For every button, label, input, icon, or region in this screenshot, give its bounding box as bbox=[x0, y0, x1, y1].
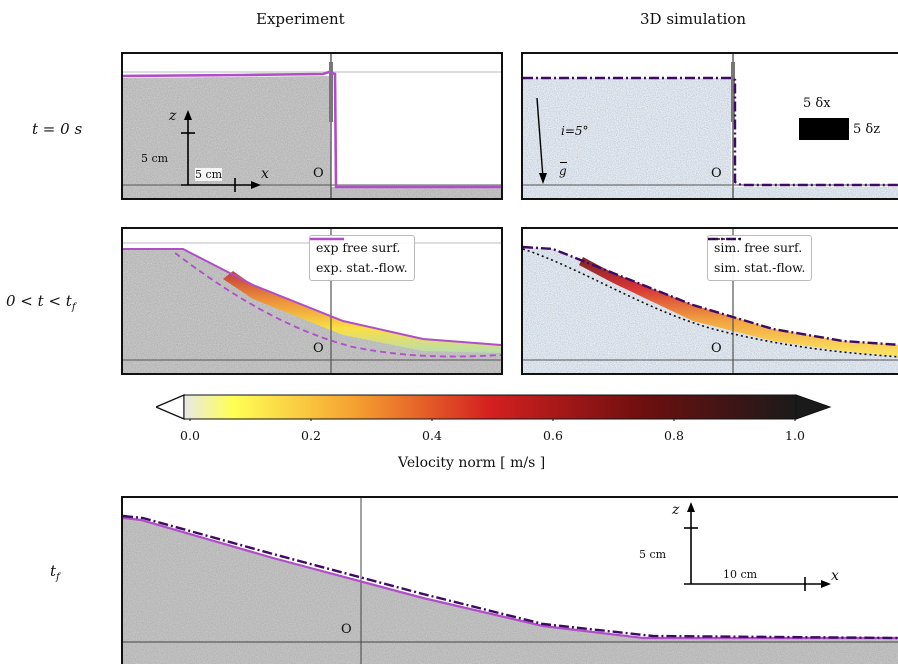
row-label-tf-text: t bbox=[50, 562, 57, 580]
z-arrowhead-icon bbox=[184, 110, 192, 120]
axis-x-label: x bbox=[831, 568, 839, 584]
colorbar-gradient bbox=[183, 394, 797, 420]
column-title-simulation: 3D simulation bbox=[640, 10, 746, 28]
sim-free-surface bbox=[123, 514, 898, 640]
cell-dx-label: 5 δx bbox=[803, 96, 831, 111]
panel-t0-experiment: z 5 cm 5 cm x O bbox=[121, 52, 503, 200]
legend-label: exp. stat.-flow. bbox=[316, 260, 408, 275]
gravity-arrowhead-icon bbox=[539, 173, 547, 184]
x-arrowhead-icon bbox=[821, 580, 831, 588]
scale-z-label: 5 cm bbox=[639, 548, 667, 561]
slope-label: i=5° bbox=[561, 124, 589, 138]
panel-t0-simulation-plot bbox=[523, 54, 898, 198]
flowing-layer bbox=[579, 257, 898, 357]
colorbar-tick-label: 1.0 bbox=[785, 428, 805, 443]
exp-static-flow-interface bbox=[174, 252, 501, 358]
legend: sim. free surf. sim. stat.-flow. bbox=[707, 235, 813, 281]
colorbar-tick-label: 0.0 bbox=[180, 428, 200, 443]
panel-tf-plot bbox=[123, 498, 898, 664]
sim-free-surface bbox=[523, 245, 898, 346]
panel-t0-simulation: i=5° g O 5 δx 5 δz bbox=[521, 52, 898, 200]
exp-free-surface bbox=[123, 248, 501, 346]
colorbar-tick-label: 0.8 bbox=[664, 428, 684, 443]
flowing-layer bbox=[223, 271, 501, 353]
panel-tf: z 5 cm 10 cm x O bbox=[121, 496, 898, 664]
cell-dz-label: 5 δz bbox=[853, 122, 881, 137]
colorbar-tick-label: 0.4 bbox=[422, 428, 442, 443]
legend-label: exp free surf. bbox=[316, 240, 401, 255]
legend-label: sim. stat.-flow. bbox=[714, 260, 806, 275]
x-arrowhead-icon bbox=[251, 181, 261, 189]
colorbar-min-extend-icon bbox=[154, 393, 185, 421]
scale-x-label: 10 cm bbox=[723, 568, 758, 581]
legend-dotted-line-icon bbox=[708, 238, 742, 240]
legend-item: sim. stat.-flow. bbox=[708, 238, 806, 278]
sim-static-flow-interface bbox=[523, 248, 898, 358]
exp-free-surface bbox=[123, 70, 501, 189]
panel-mid-experiment: exp free surf. exp. stat.-flow. O bbox=[121, 227, 503, 375]
row-label-tf: tf bbox=[50, 562, 60, 583]
sim-free-surface bbox=[523, 76, 898, 187]
scale-z-label: 5 cm bbox=[141, 152, 169, 165]
axis-x-label: x bbox=[261, 166, 269, 182]
legend-label: sim. free surf. bbox=[714, 240, 803, 255]
origin-label: O bbox=[711, 341, 722, 356]
label-bg bbox=[663, 500, 683, 524]
panel-mid-simulation: sim. free surf. sim. stat.-flow. O bbox=[521, 227, 898, 375]
gate bbox=[731, 62, 735, 122]
row-label-tmid: 0 < t < tf bbox=[6, 292, 76, 313]
colorbar-label: Velocity norm [ m/s ] bbox=[398, 455, 546, 471]
colorbar-graphic bbox=[154, 393, 832, 423]
row-label-tmid-sub: f bbox=[71, 302, 76, 313]
legend-item: exp. stat.-flow. bbox=[310, 238, 408, 278]
origin-label: O bbox=[341, 622, 352, 637]
cell-size-box bbox=[799, 118, 849, 140]
z-arrowhead-icon bbox=[687, 502, 695, 512]
legend-dashed-line-icon bbox=[310, 238, 344, 240]
colorbar-tick-label: 0.6 bbox=[543, 428, 563, 443]
origin-label: O bbox=[313, 341, 324, 356]
panel-t0-experiment-plot bbox=[123, 54, 501, 198]
scale-x-label: 5 cm bbox=[195, 168, 223, 181]
origin-label: O bbox=[711, 166, 722, 181]
axis-z-label: z bbox=[169, 108, 177, 124]
colorbar-max-extend-icon bbox=[795, 394, 832, 420]
exp-free-surface bbox=[123, 516, 898, 640]
gate bbox=[329, 62, 333, 122]
gravity-vector-bar-icon bbox=[560, 162, 567, 163]
colorbar-tick-label: 0.2 bbox=[301, 428, 321, 443]
row-label-tf-sub: f bbox=[56, 572, 60, 583]
row-label-t0: t = 0 s bbox=[32, 120, 83, 138]
origin-label: O bbox=[313, 166, 324, 181]
colorbar bbox=[154, 393, 832, 433]
gravity-label: g bbox=[559, 164, 567, 178]
legend: exp free surf. exp. stat.-flow. bbox=[309, 235, 415, 281]
axis-z-label: z bbox=[672, 502, 680, 518]
row-label-tmid-text: 0 < t < t bbox=[6, 292, 72, 310]
column-title-experiment: Experiment bbox=[256, 10, 345, 28]
gravity-arrow bbox=[536, 97, 544, 179]
